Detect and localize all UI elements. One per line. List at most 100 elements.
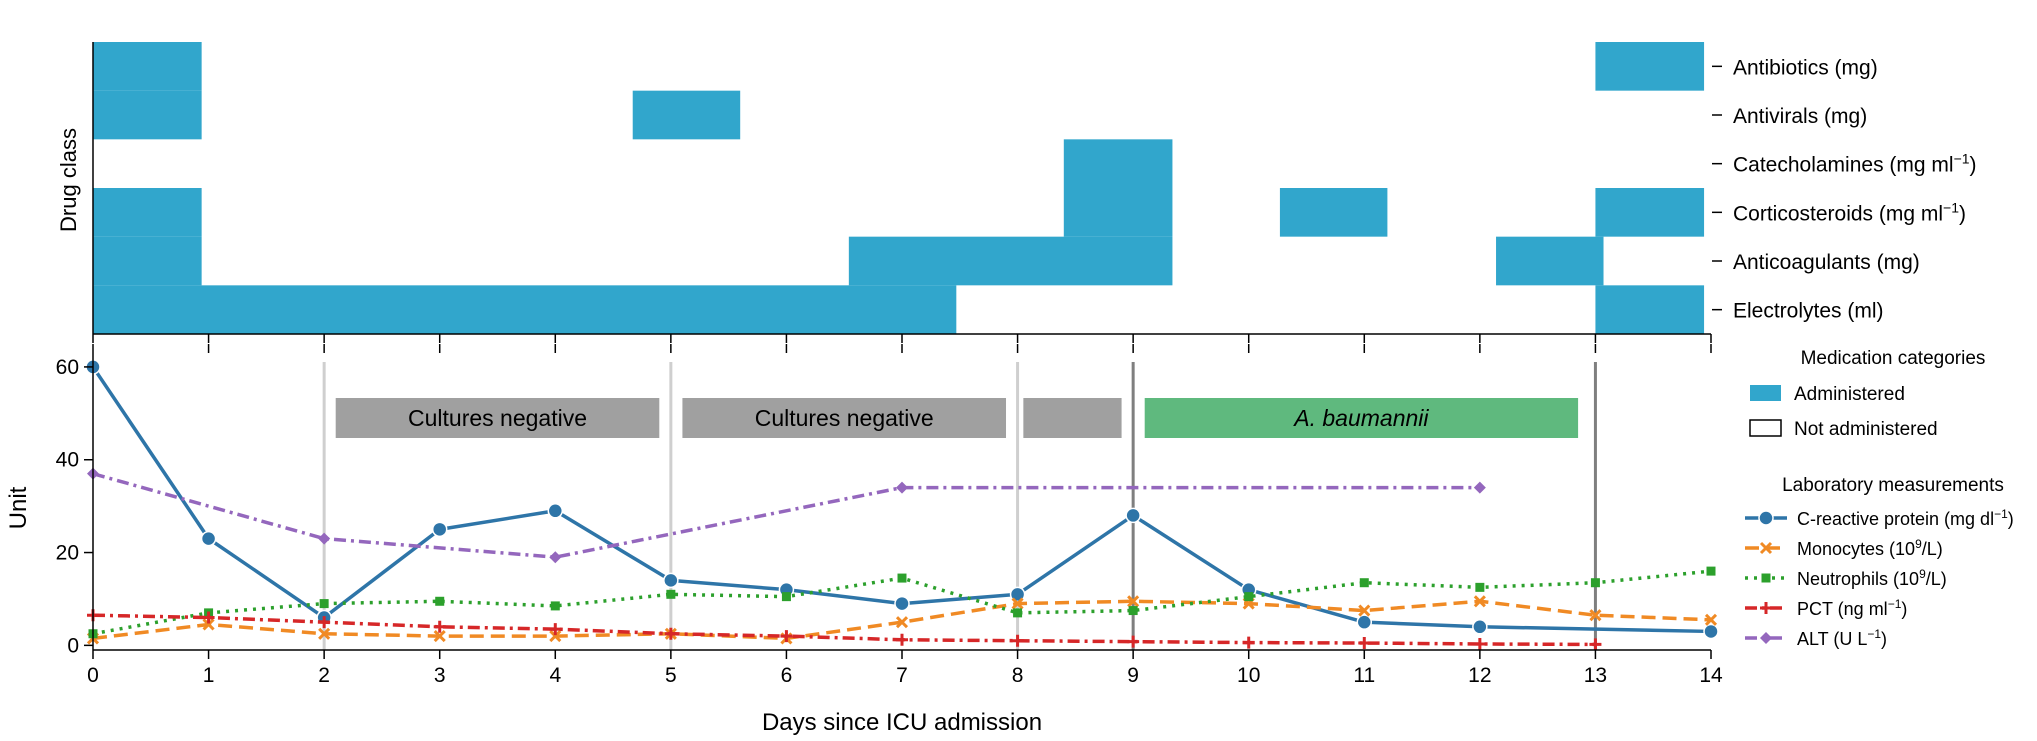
legend-series-label-part: 9 bbox=[1915, 537, 1922, 551]
drug-class-label: Anticoagulants (mg) bbox=[1733, 251, 1920, 274]
legend-series-label: C-reactive protein (mg dl−1) bbox=[1797, 507, 2014, 529]
data-point bbox=[664, 627, 677, 640]
data-point bbox=[1009, 586, 1026, 603]
culture-band-label: Cultures negative bbox=[755, 405, 934, 431]
heatmap-cell bbox=[1595, 188, 1705, 237]
heatmap-cell bbox=[1279, 188, 1388, 237]
not-administered-swatch bbox=[1749, 419, 1782, 437]
data-point bbox=[1128, 606, 1138, 616]
x-tick-label: 0 bbox=[87, 664, 99, 687]
y-tick-label: 40 bbox=[56, 449, 79, 472]
data-point bbox=[1358, 604, 1371, 617]
data-point bbox=[435, 596, 445, 606]
heatmap-cell bbox=[93, 42, 202, 91]
data-point bbox=[1127, 595, 1140, 608]
data-point bbox=[1590, 578, 1600, 588]
drug-class-label-part: Antibiotics (mg) bbox=[1733, 56, 1878, 79]
data-point bbox=[1473, 481, 1486, 494]
data-point bbox=[549, 623, 562, 636]
x-tick-label: 11 bbox=[1353, 664, 1375, 687]
lab-legend-title: Laboratory measurements bbox=[1782, 475, 2004, 496]
x-tick-label: 6 bbox=[781, 664, 793, 687]
heatmap-cell bbox=[1063, 188, 1173, 237]
x-tick-label: 12 bbox=[1468, 664, 1491, 687]
data-point bbox=[1358, 637, 1371, 650]
drug-class-axis-label: Drug class bbox=[56, 128, 81, 232]
data-point bbox=[549, 551, 562, 564]
heatmap-cell bbox=[1496, 236, 1604, 286]
x-tick-label: 8 bbox=[1012, 664, 1024, 687]
data-point bbox=[431, 521, 448, 538]
data-point bbox=[1589, 638, 1602, 651]
legend-series-label-part: −1 bbox=[1888, 597, 1902, 611]
data-point bbox=[1011, 634, 1024, 647]
data-point bbox=[202, 611, 215, 624]
data-point bbox=[1125, 507, 1141, 524]
data-point bbox=[1704, 613, 1718, 626]
x-axis-label: Days since ICU admission bbox=[762, 709, 1042, 736]
drug-class-label: Catecholamines (mg ml−1) bbox=[1733, 151, 1977, 177]
data-point bbox=[1473, 595, 1486, 608]
legend-series-label-part: 9 bbox=[1919, 567, 1926, 581]
drug-class-label-part: Electrolytes (ml) bbox=[1733, 300, 1884, 323]
x-tick-label: 9 bbox=[1127, 664, 1139, 687]
data-point bbox=[781, 592, 791, 602]
data-point bbox=[1011, 597, 1024, 610]
drug-class-heatmap: Antibiotics (mg) Antivirals (mg) Catechola… bbox=[92, 42, 1977, 343]
culture-band-label: Cultures negative bbox=[408, 405, 587, 431]
culture-band bbox=[682, 398, 1007, 438]
legend-series-label-part: ) bbox=[1901, 599, 1907, 619]
administered-label: Administered bbox=[1794, 384, 1905, 405]
heatmap-cell bbox=[632, 90, 741, 140]
data-point bbox=[896, 481, 908, 494]
data-point bbox=[1242, 636, 1255, 649]
data-point bbox=[1761, 573, 1771, 583]
drug-class-label-part: Corticosteroids (mg ml bbox=[1733, 202, 1943, 225]
legend-series-label-part: −1 bbox=[1994, 507, 2008, 521]
data-point bbox=[897, 573, 907, 583]
data-point bbox=[1706, 566, 1716, 576]
data-point bbox=[1703, 623, 1719, 640]
culture-band bbox=[1144, 398, 1579, 438]
legend-series-label-part: PCT (ng ml bbox=[1797, 599, 1888, 619]
legend-series-label-part: /L) bbox=[1926, 569, 1947, 589]
legend-series-label-part: ) bbox=[2008, 509, 2014, 529]
series-line bbox=[92, 613, 1596, 647]
legend-series-label: Monocytes (109/L) bbox=[1797, 537, 1943, 559]
data-point bbox=[1472, 619, 1488, 635]
data-point bbox=[200, 530, 217, 547]
x-tick-label: 1 bbox=[203, 664, 215, 687]
x-tick-label: 3 bbox=[434, 664, 446, 687]
legend-series-label-part: ALT (U L bbox=[1797, 629, 1867, 649]
heatmap-cell bbox=[1595, 285, 1705, 334]
series-line bbox=[92, 569, 1712, 636]
heatmap-cell bbox=[93, 188, 202, 237]
data-point bbox=[1473, 637, 1486, 650]
data-point bbox=[433, 630, 446, 643]
data-point bbox=[1760, 632, 1772, 644]
legend-series-label: ALT (U L−1) bbox=[1797, 627, 1887, 649]
drug-class-label: Corticosteroids (mg ml−1) bbox=[1733, 199, 1966, 225]
y-tick-label: 60 bbox=[56, 356, 79, 379]
data-point bbox=[1244, 592, 1254, 602]
unit-axis-label: Unit bbox=[5, 486, 32, 529]
data-point bbox=[1356, 614, 1373, 630]
data-point bbox=[780, 630, 793, 643]
data-point bbox=[1013, 608, 1023, 618]
x-tick-label: 5 bbox=[665, 664, 677, 687]
data-point bbox=[1359, 578, 1369, 588]
legend-series-label-part: /L) bbox=[1922, 539, 1943, 559]
data-point bbox=[1759, 541, 1773, 555]
y-tick-label: 20 bbox=[56, 542, 79, 565]
culture-band bbox=[1023, 398, 1122, 438]
drug-class-label-part: Catecholamines (mg ml bbox=[1733, 154, 1954, 177]
administered-swatch bbox=[1750, 385, 1781, 401]
not-administered-label: Not administered bbox=[1794, 419, 1938, 440]
heatmap-cell bbox=[1595, 42, 1705, 91]
data-point bbox=[319, 599, 329, 609]
data-point bbox=[202, 618, 215, 631]
data-point bbox=[895, 616, 909, 629]
data-point bbox=[550, 601, 560, 611]
